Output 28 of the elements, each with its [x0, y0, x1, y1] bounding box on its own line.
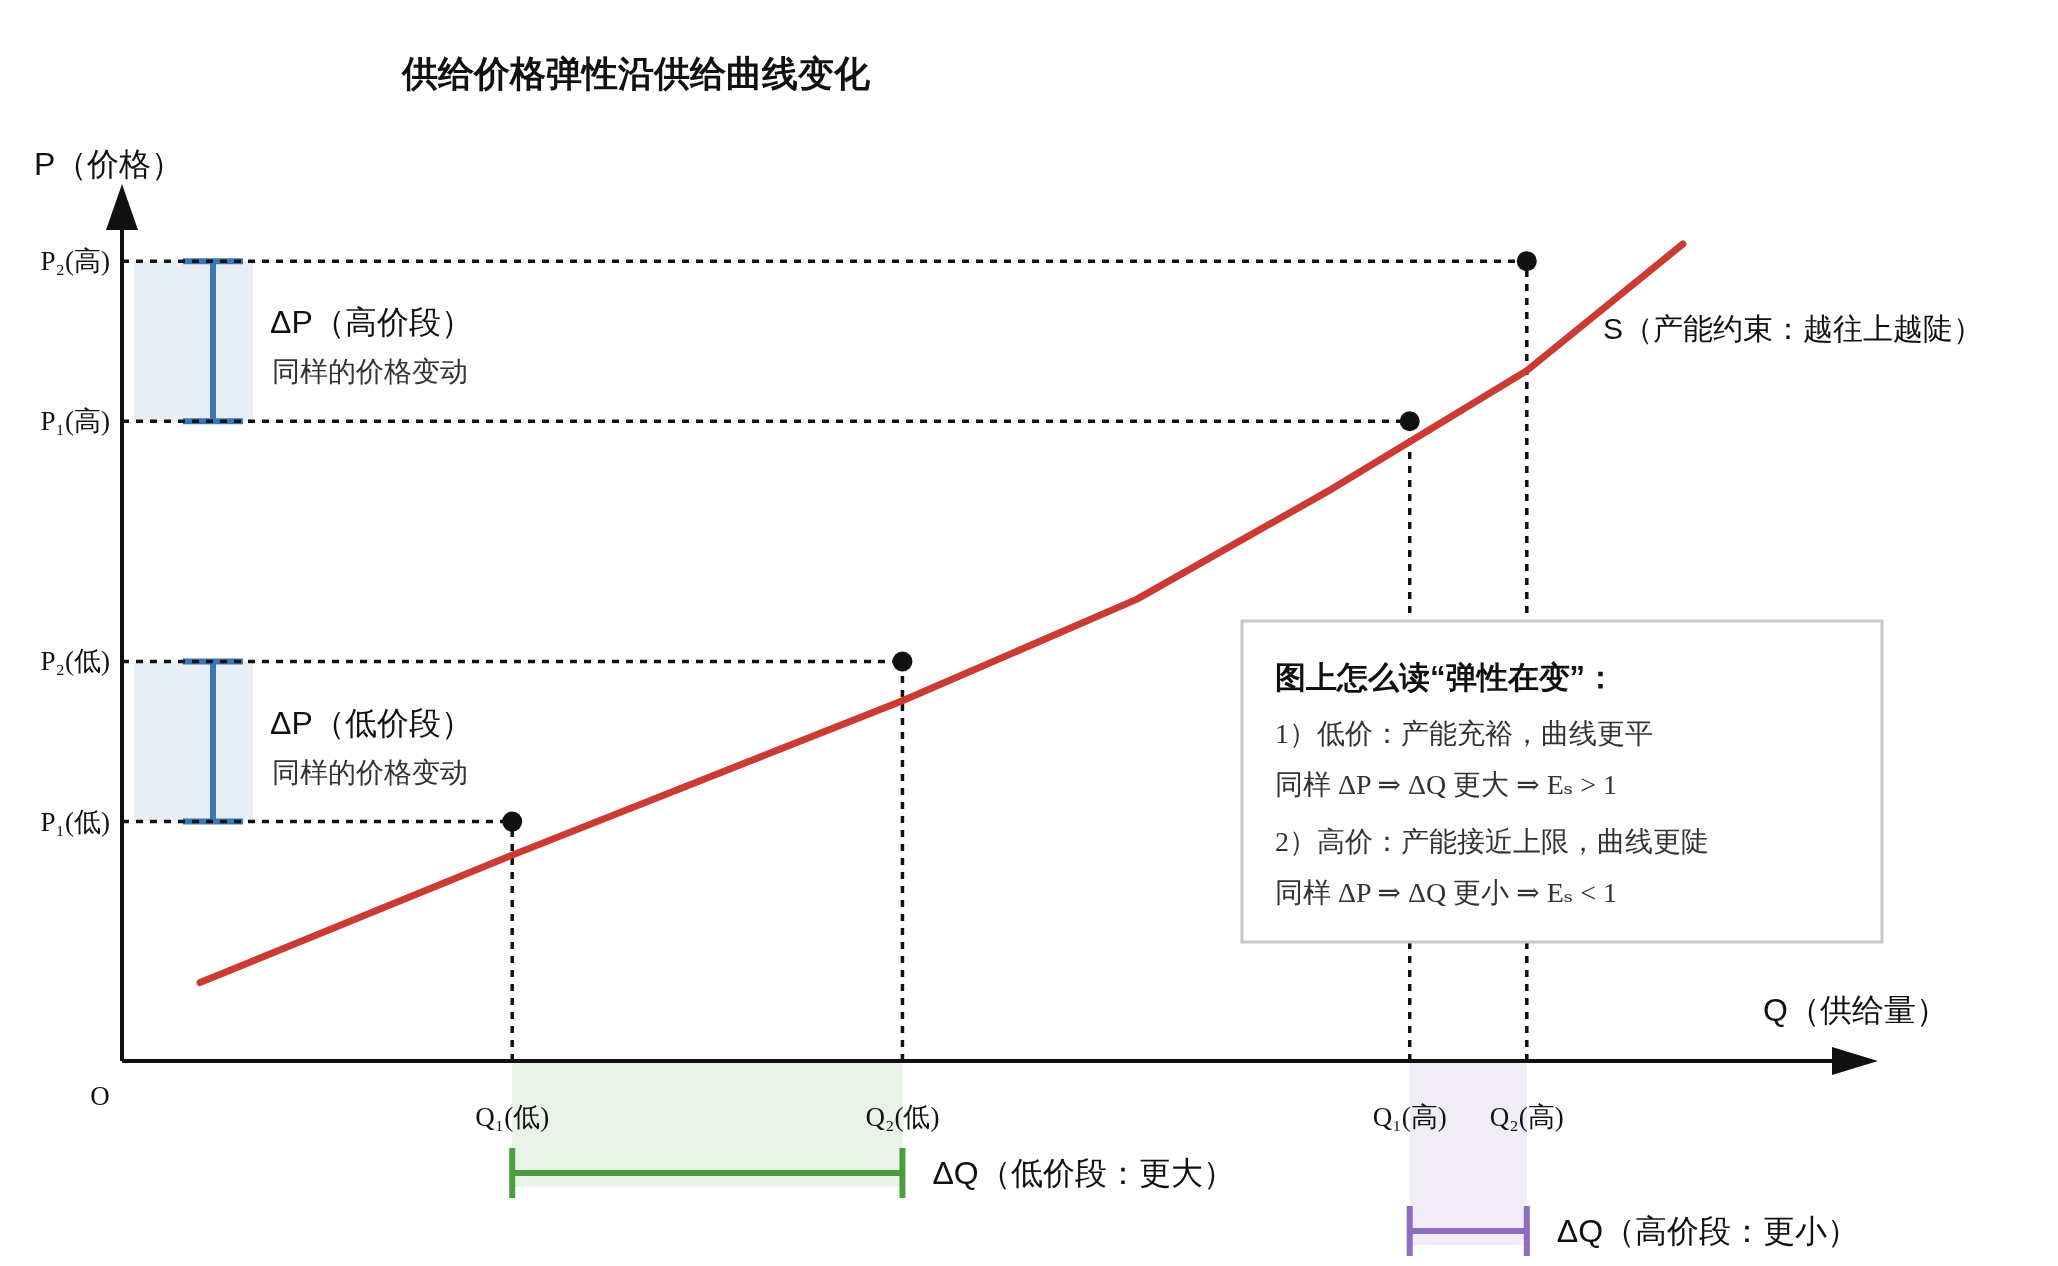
chart-title: 供给价格弹性沿供给曲线变化: [401, 53, 871, 94]
band-label: ΔP（高价段）: [270, 304, 473, 341]
annotation: P₁(低): [40, 806, 110, 837]
x-axis-title: Q（供给量）: [1763, 992, 1948, 1028]
x-tick-label: Q₁(高): [1372, 1102, 1447, 1132]
x-tick-label: Q₁(低): [475, 1102, 550, 1132]
annotation: 同样 ΔP ⇒ ΔQ 更小 ⇒ Eₛ < 1: [1275, 877, 1618, 908]
annotation: P₁(高): [40, 406, 110, 437]
text: ΔQ（高价段：更小）: [1556, 1213, 1860, 1249]
annotation: P₂(高): [40, 246, 110, 277]
annotation: P₂(低): [40, 646, 110, 677]
point: [1399, 411, 1420, 432]
annotation: 同样 ΔP ⇒ ΔQ 更大 ⇒ Eₛ > 1: [1275, 769, 1618, 800]
annotation: 2）高价：产能接近上限，曲线更陡: [1275, 826, 1709, 857]
text: O: [90, 1081, 110, 1111]
band-label: ΔP（低价段）: [270, 704, 473, 741]
y-axis-title: P（价格）: [34, 146, 184, 182]
annotation: 同样的价格变动: [272, 356, 468, 388]
point: [892, 651, 913, 672]
series-label: S（产能约束：越往上越陡）: [1602, 312, 1983, 345]
text: ΔQ（低价段：更大）: [932, 1155, 1235, 1191]
annotation: 图上怎么读“弹性在变”：: [1275, 660, 1616, 695]
point: [1516, 251, 1537, 272]
annotation: 同样的价格变动: [272, 756, 468, 788]
x-tick-label: Q₂(低): [865, 1102, 940, 1132]
point: [502, 811, 523, 832]
x-tick-label: Q₂(高): [1489, 1102, 1564, 1132]
annotation: 1）低价：产能充裕，曲线更平: [1275, 718, 1653, 749]
